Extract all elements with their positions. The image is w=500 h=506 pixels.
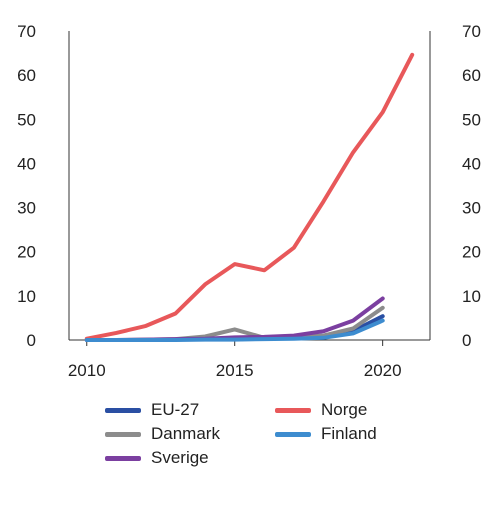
- legend-label: Danmark: [151, 424, 220, 443]
- y-tick-label-right: 50: [462, 110, 481, 129]
- series-line-norge: [84, 52, 415, 341]
- y-tick-label-left: 70: [17, 22, 36, 41]
- y-tick-label-right: 60: [462, 66, 481, 85]
- y-tick-label-left: 50: [17, 110, 36, 129]
- x-tick-label: 2010: [68, 361, 106, 380]
- legend-item-norge: Norge: [275, 400, 367, 420]
- legend-label: Norge: [321, 400, 368, 419]
- chart-legend: EU-27 Norge Danmark Finland Sverige: [105, 400, 425, 480]
- legend-swatch: [275, 431, 311, 437]
- legend-swatch: [105, 455, 141, 461]
- y-tick-label-right: 10: [462, 287, 481, 306]
- x-tick-label: 2020: [364, 361, 402, 380]
- y-tick-label-left: 20: [17, 243, 36, 262]
- y-tick-label-right: 0: [462, 331, 471, 350]
- legend-label: Sverige: [151, 448, 209, 467]
- legend-swatch: [105, 407, 141, 413]
- legend-item-danmark: Danmark: [105, 424, 220, 444]
- legend-label: Finland: [321, 424, 377, 443]
- legend-swatch: [105, 431, 141, 437]
- x-tick-label: 2015: [216, 361, 254, 380]
- y-tick-label-right: 40: [462, 154, 481, 173]
- y-tick-label-right: 20: [462, 243, 481, 262]
- y-tick-label-left: 30: [17, 199, 36, 218]
- legend-item-eu-27: EU-27: [105, 400, 199, 420]
- legend-item-sverige: Sverige: [105, 448, 209, 468]
- y-tick-label-right: 30: [462, 199, 481, 218]
- y-tick-label-left: 60: [17, 66, 36, 85]
- legend-item-finland: Finland: [275, 424, 377, 444]
- y-tick-label-right: 70: [462, 22, 481, 41]
- y-tick-label-left: 0: [27, 331, 36, 350]
- y-tick-label-left: 40: [17, 154, 36, 173]
- series-line-finland: [84, 318, 385, 342]
- legend-swatch: [275, 407, 311, 413]
- y-tick-label-left: 10: [17, 287, 36, 306]
- legend-label: EU-27: [151, 400, 200, 419]
